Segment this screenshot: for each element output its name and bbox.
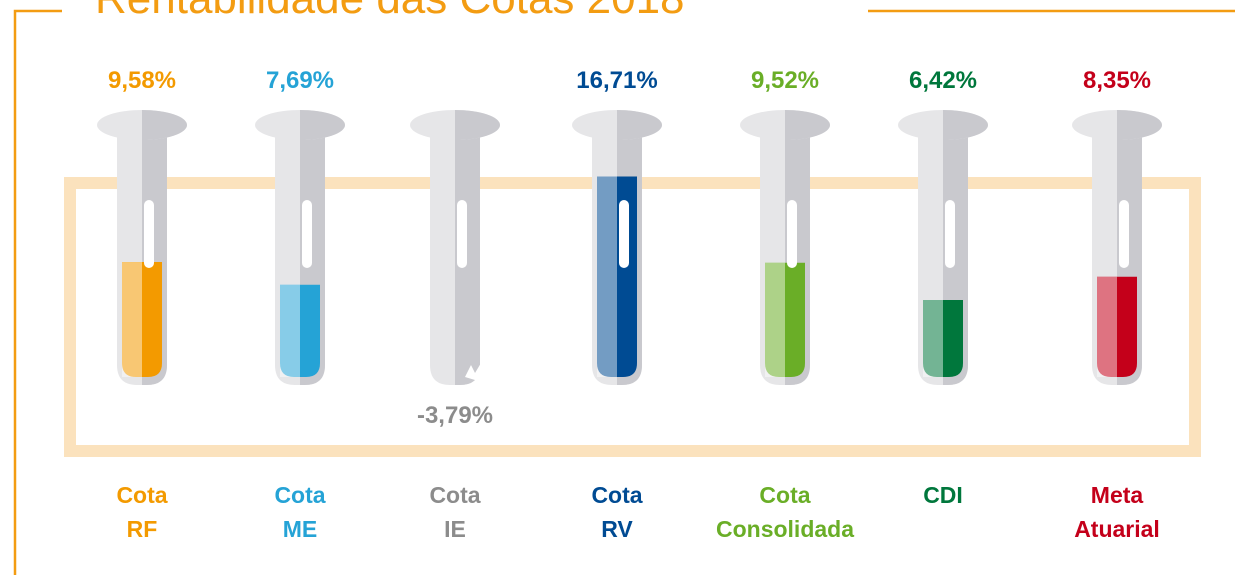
category-label: Meta Atuarial bbox=[1074, 478, 1160, 546]
tube-cap-shade bbox=[1117, 110, 1162, 140]
tube-cap-shade bbox=[617, 110, 662, 140]
chart-title: Rentabilidade das Cotas 2018 bbox=[95, 0, 685, 24]
tube-cap-shade bbox=[455, 110, 500, 140]
category-label: Cota ME bbox=[274, 478, 325, 546]
tube-cap-shade bbox=[142, 110, 187, 140]
value-label: 7,69% bbox=[266, 67, 334, 94]
tube-cap-shade bbox=[785, 110, 830, 140]
liquid-highlight bbox=[765, 263, 785, 377]
tube-slot bbox=[787, 200, 797, 268]
tube-slot bbox=[619, 200, 629, 268]
tube-cap-shade bbox=[300, 110, 345, 140]
tube-slot bbox=[144, 200, 154, 268]
tube-slot bbox=[1119, 200, 1129, 268]
value-label: 16,71% bbox=[576, 67, 657, 94]
category-label: Cota RF bbox=[116, 478, 167, 546]
liquid-highlight bbox=[122, 262, 142, 377]
value-label: 9,52% bbox=[751, 67, 819, 94]
tube-cap-shade bbox=[943, 110, 988, 140]
liquid-highlight bbox=[597, 176, 617, 377]
value-label: -3,79% bbox=[417, 402, 493, 429]
category-label: Cota IE bbox=[429, 478, 480, 546]
tube-slot bbox=[302, 200, 312, 268]
value-label: 6,42% bbox=[909, 67, 977, 94]
category-label: Cota Consolidada bbox=[716, 478, 854, 546]
value-label: 9,58% bbox=[108, 67, 176, 94]
liquid-highlight bbox=[923, 300, 943, 377]
tube-slot bbox=[945, 200, 955, 268]
tube-slot bbox=[457, 200, 467, 268]
infographic: 9,58% 7,69% -3,79% 16,71% 9,52% 6,42% 8,35% Re… bbox=[0, 0, 1235, 575]
liquid-highlight bbox=[1097, 277, 1117, 377]
category-label: Cota RV bbox=[591, 478, 642, 546]
category-label: CDI bbox=[923, 478, 963, 512]
liquid-highlight bbox=[280, 285, 300, 377]
value-label: 8,35% bbox=[1083, 67, 1151, 94]
